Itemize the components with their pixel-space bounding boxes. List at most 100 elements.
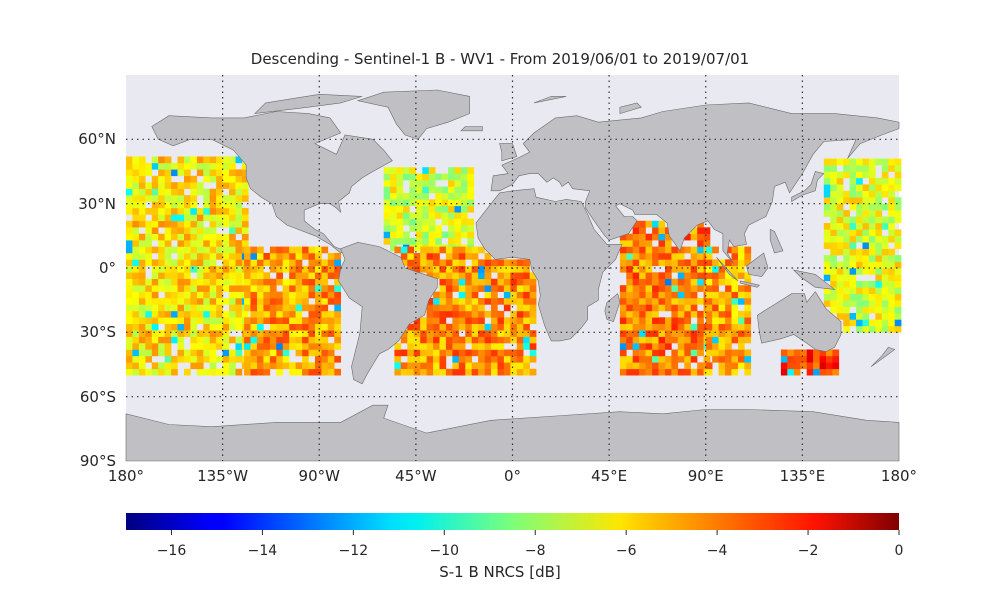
- nrcs-cell: [523, 285, 530, 292]
- nrcs-cell: [461, 192, 468, 200]
- nrcs-cell: [171, 304, 178, 312]
- nrcs-cell: [516, 310, 524, 318]
- nrcs-cell: [836, 223, 844, 230]
- nrcs-cell: [145, 246, 152, 254]
- nrcs-cell: [705, 291, 713, 299]
- nrcs-cell: [184, 355, 191, 363]
- nrcs-cell: [257, 362, 264, 370]
- nrcs-cell: [458, 317, 466, 324]
- nrcs-cell: [229, 310, 236, 318]
- nrcs-cell: [856, 261, 863, 269]
- nrcs-cell: [308, 304, 316, 312]
- nrcs-cell: [209, 278, 217, 286]
- nrcs-cell: [744, 355, 752, 363]
- nrcs-cell: [445, 304, 453, 312]
- nrcs-cell: [132, 246, 140, 254]
- nrcs-cell: [235, 285, 243, 292]
- nrcs-cell: [327, 253, 335, 260]
- nrcs-cell: [415, 238, 423, 245]
- nrcs-cell: [690, 368, 698, 376]
- nrcs-cell: [665, 240, 672, 247]
- nrcs-cell: [250, 343, 258, 350]
- nrcs-cell: [428, 180, 436, 187]
- nrcs-cell: [282, 253, 290, 260]
- nrcs-cell: [712, 304, 719, 312]
- nrcs-cell: [151, 214, 159, 222]
- nrcs-cell: [216, 278, 223, 286]
- nrcs-cell: [652, 304, 659, 312]
- nrcs-cell: [222, 246, 230, 254]
- nrcs-cell: [276, 317, 283, 324]
- nrcs-cell: [836, 261, 844, 269]
- nrcs-cell: [454, 180, 462, 187]
- nrcs-cell: [321, 285, 329, 292]
- nrcs-cell: [334, 310, 341, 318]
- nrcs-cell: [433, 317, 440, 324]
- nrcs-cell: [126, 233, 133, 241]
- nrcs-cell: [491, 349, 498, 357]
- nrcs-cell: [235, 310, 243, 318]
- nrcs-cell: [888, 313, 895, 320]
- nrcs-cell: [448, 186, 455, 194]
- nrcs-cell: [203, 343, 210, 350]
- nrcs-cell: [445, 349, 453, 357]
- nrcs-cell: [407, 355, 414, 363]
- nrcs-cell: [190, 278, 198, 286]
- nrcs-cell: [295, 317, 303, 324]
- nrcs-cell: [383, 173, 391, 181]
- nrcs-cell: [145, 336, 152, 344]
- nrcs-cell: [126, 278, 133, 286]
- nrcs-cell: [209, 233, 217, 241]
- nrcs-cell: [407, 362, 414, 370]
- nrcs-cell: [151, 195, 159, 202]
- nrcs-cell: [639, 310, 646, 318]
- nrcs-cell: [826, 355, 833, 363]
- nrcs-cell: [677, 291, 685, 299]
- nrcs-cell: [862, 319, 870, 327]
- nrcs-cell: [690, 323, 698, 331]
- nrcs-cell: [843, 197, 850, 204]
- nrcs-cell: [222, 201, 230, 209]
- nrcs-cell: [868, 287, 876, 294]
- nrcs-cell: [203, 227, 210, 234]
- nrcs-cell: [894, 242, 902, 249]
- nrcs-cell: [302, 368, 309, 376]
- nrcs-cell: [738, 310, 745, 318]
- nrcs-cell: [503, 362, 511, 370]
- nrcs-cell: [665, 233, 672, 241]
- nrcs-cell: [619, 336, 627, 344]
- nrcs-cell: [184, 349, 191, 357]
- nrcs-cell: [439, 285, 447, 292]
- nrcs-cell: [510, 355, 518, 363]
- nrcs-cell: [203, 330, 210, 337]
- longitude-label: 135°W: [197, 467, 249, 485]
- nrcs-cell: [190, 182, 198, 189]
- nrcs-cell: [849, 190, 857, 198]
- nrcs-cell: [868, 197, 876, 204]
- nrcs-cell: [725, 265, 732, 273]
- nrcs-cell: [731, 265, 739, 273]
- nrcs-cell: [731, 272, 739, 279]
- nrcs-cell: [478, 317, 485, 324]
- nrcs-cell: [407, 259, 414, 267]
- nrcs-cell: [138, 323, 146, 331]
- nrcs-cell: [138, 259, 146, 267]
- nrcs-cell: [302, 355, 309, 363]
- nrcs-cell: [196, 355, 204, 363]
- nrcs-cell: [315, 272, 322, 279]
- nrcs-cell: [862, 248, 870, 256]
- nrcs-cell: [445, 259, 453, 267]
- nrcs-cell: [516, 291, 524, 299]
- nrcs-cell: [881, 235, 889, 243]
- nrcs-cell: [151, 368, 159, 376]
- nrcs-cell: [862, 255, 870, 262]
- nrcs-cell: [445, 310, 453, 318]
- nrcs-cell: [138, 285, 146, 292]
- nrcs-cell: [433, 349, 440, 357]
- nrcs-cell: [203, 285, 210, 292]
- nrcs-cell: [725, 349, 732, 357]
- nrcs-cell: [875, 313, 883, 320]
- nrcs-cell: [216, 182, 223, 189]
- nrcs-cell: [645, 362, 653, 370]
- nrcs-cell: [383, 231, 391, 239]
